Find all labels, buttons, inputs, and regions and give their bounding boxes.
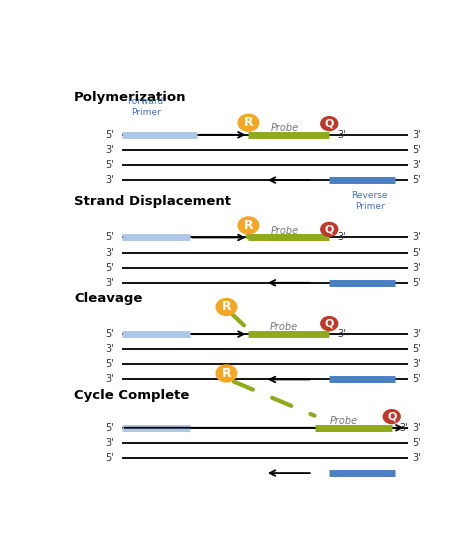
Circle shape — [216, 365, 237, 382]
Text: Probe: Probe — [269, 322, 297, 332]
Text: 3': 3' — [412, 232, 420, 242]
Text: 3': 3' — [106, 438, 114, 448]
Text: 5': 5' — [106, 160, 114, 170]
Circle shape — [383, 409, 400, 423]
Text: 3': 3' — [412, 160, 420, 170]
Text: Probe: Probe — [330, 416, 358, 426]
Text: Q: Q — [325, 119, 334, 129]
Text: Probe: Probe — [271, 123, 299, 133]
Text: R: R — [221, 300, 231, 314]
Text: 5': 5' — [106, 232, 114, 242]
Text: 5': 5' — [106, 359, 114, 369]
Circle shape — [238, 217, 259, 234]
Text: 3': 3' — [337, 329, 346, 339]
Text: Polymerization: Polymerization — [74, 91, 186, 104]
Text: Cycle Complete: Cycle Complete — [74, 389, 189, 402]
Text: 3': 3' — [400, 423, 409, 433]
Text: 3': 3' — [106, 374, 114, 384]
Text: 5': 5' — [106, 130, 114, 140]
Text: 5': 5' — [412, 278, 420, 288]
Text: 3': 3' — [106, 248, 114, 257]
Text: 5': 5' — [412, 175, 420, 185]
Text: 5': 5' — [412, 145, 420, 155]
Text: R: R — [244, 116, 253, 129]
Text: 3': 3' — [412, 130, 420, 140]
Circle shape — [321, 222, 337, 236]
Circle shape — [238, 114, 259, 131]
Text: 5': 5' — [412, 374, 420, 384]
Text: 3': 3' — [412, 453, 420, 463]
Text: R: R — [244, 219, 253, 232]
Text: Probe: Probe — [271, 226, 299, 236]
Text: 5': 5' — [106, 329, 114, 339]
Text: 5': 5' — [412, 248, 420, 257]
Text: Q: Q — [387, 412, 396, 422]
Text: 5': 5' — [106, 263, 114, 273]
Circle shape — [321, 316, 337, 330]
Text: Q: Q — [325, 319, 334, 329]
Text: 3': 3' — [106, 145, 114, 155]
Text: Cleavage: Cleavage — [74, 292, 142, 305]
Text: R: R — [221, 367, 231, 380]
Text: 5': 5' — [412, 344, 420, 354]
Text: Q: Q — [325, 224, 334, 234]
Text: Strand Displacement: Strand Displacement — [74, 195, 231, 208]
Text: 3': 3' — [412, 423, 420, 433]
Text: 3': 3' — [412, 359, 420, 369]
Text: 3': 3' — [337, 130, 346, 140]
Text: 5': 5' — [412, 438, 420, 448]
Text: 3': 3' — [106, 278, 114, 288]
Text: 5': 5' — [106, 423, 114, 433]
Text: 3': 3' — [106, 175, 114, 185]
Circle shape — [216, 299, 237, 315]
Text: 3': 3' — [412, 329, 420, 339]
Text: Reverse
Primer: Reverse Primer — [351, 191, 388, 211]
Text: Forward
Primer: Forward Primer — [128, 97, 164, 116]
Text: 3': 3' — [106, 344, 114, 354]
Text: 5': 5' — [106, 453, 114, 463]
Text: 3': 3' — [412, 263, 420, 273]
Circle shape — [321, 116, 337, 130]
Text: 3': 3' — [337, 232, 346, 242]
